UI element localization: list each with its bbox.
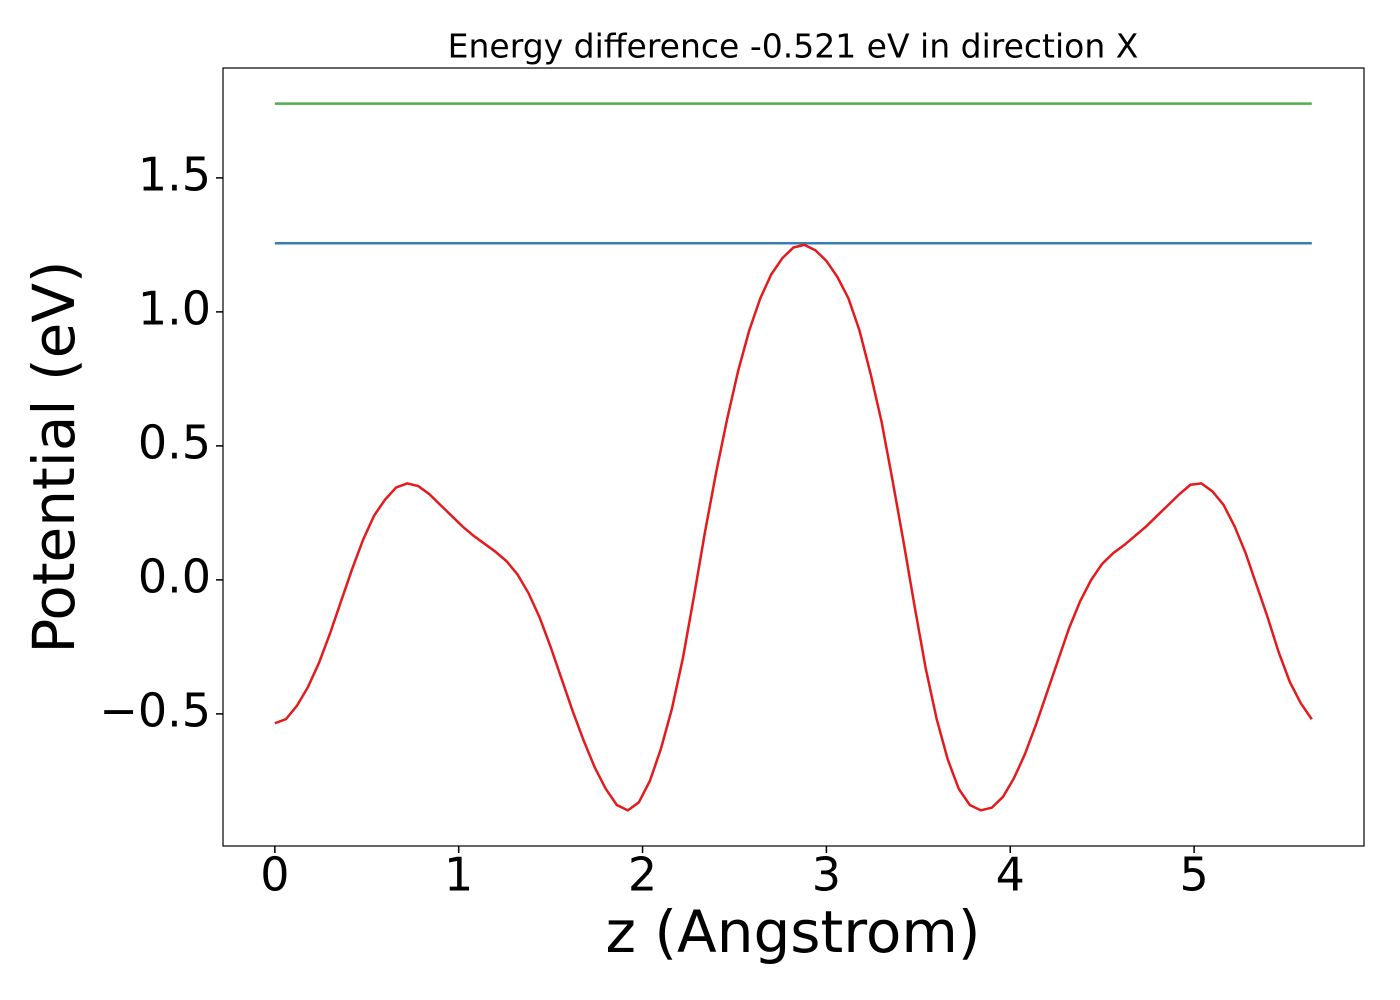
y-tick-label: −0.5 [99, 683, 211, 737]
x-tick-label: 1 [444, 848, 473, 902]
x-tick-label: 4 [996, 848, 1025, 902]
x-tick-label: 5 [1179, 848, 1208, 902]
x-tick-label: 2 [628, 848, 657, 902]
series-line [274, 243, 1313, 812]
chart-title: Energy difference -0.521 eV in direction… [448, 27, 1139, 66]
plot-frame [222, 67, 1365, 847]
y-tick-label: 0.0 [138, 549, 211, 603]
y-axis-label: Potential (eV) [20, 260, 88, 653]
x-tick-label: 0 [260, 848, 289, 902]
y-tick-label: 1.0 [138, 281, 211, 335]
y-tick-label: 0.5 [138, 415, 211, 469]
x-tick-label: 3 [812, 848, 841, 902]
y-tick-label: 1.5 [138, 147, 211, 201]
x-axis-label: z (Angstrom) [606, 898, 981, 966]
